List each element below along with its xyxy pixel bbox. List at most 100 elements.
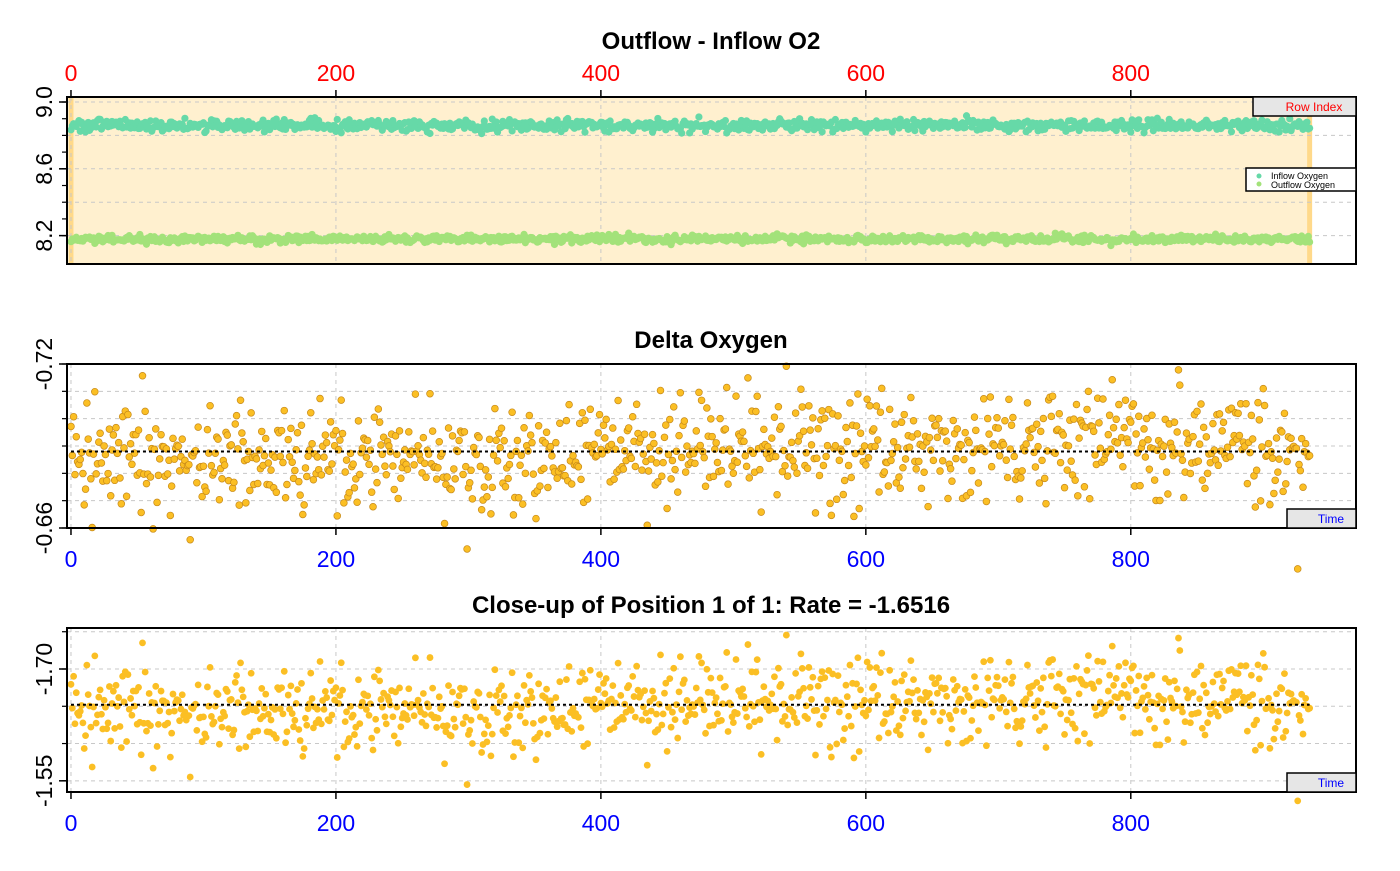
delta-point — [889, 437, 898, 446]
delta-point — [356, 720, 364, 728]
delta-point — [760, 683, 768, 691]
inflow-point — [1250, 117, 1258, 125]
delta-point — [870, 682, 878, 690]
delta-point — [254, 727, 262, 735]
delta-point — [447, 732, 455, 740]
delta-point — [806, 683, 814, 691]
panel1-points — [67, 112, 1314, 250]
delta-point — [629, 673, 637, 680]
delta-point — [609, 682, 617, 690]
panel2-x-tick-label: 0 — [65, 546, 78, 572]
inflow-point — [1275, 128, 1283, 136]
inflow-point — [961, 123, 969, 132]
delta-point — [206, 663, 214, 671]
delta-point — [332, 426, 340, 435]
delta-point — [716, 414, 724, 423]
delta-point — [895, 473, 903, 481]
delta-point — [1259, 649, 1267, 657]
delta-point — [972, 426, 980, 435]
delta-point — [676, 388, 685, 397]
delta-point — [236, 396, 245, 405]
delta-point — [845, 712, 853, 720]
delta-point — [733, 458, 742, 466]
delta-point — [153, 743, 161, 750]
delta-point — [1057, 710, 1064, 718]
delta-point — [435, 437, 444, 446]
delta-point — [1071, 476, 1079, 484]
delta-point — [109, 687, 117, 695]
delta-point — [1018, 717, 1026, 725]
delta-point — [717, 466, 726, 475]
delta-point — [812, 751, 819, 759]
panel3-y-tick-label: -1.70 — [31, 643, 57, 695]
delta-point — [577, 475, 585, 484]
delta-point — [1254, 398, 1262, 407]
delta-point — [223, 431, 232, 439]
panel1-x-tick-label: 600 — [847, 60, 885, 86]
delta-point — [518, 500, 527, 508]
delta-point — [841, 725, 849, 732]
delta-point — [96, 429, 104, 438]
time-label-closeup: Time — [1318, 776, 1345, 790]
delta-point — [891, 678, 899, 686]
delta-point — [233, 672, 240, 679]
delta-point — [633, 662, 641, 670]
delta-point — [1159, 705, 1166, 713]
delta-point — [252, 455, 261, 463]
delta-point — [501, 482, 510, 491]
delta-point — [525, 411, 534, 420]
delta-point — [823, 441, 832, 450]
delta-point — [351, 731, 358, 738]
delta-point — [242, 499, 250, 507]
delta-point — [820, 712, 827, 720]
delta-point — [855, 504, 863, 513]
delta-point — [884, 729, 892, 737]
outflow-point — [142, 240, 151, 248]
delta-point — [827, 511, 836, 520]
delta-point — [660, 433, 669, 442]
legend: Inflow Oxygen Outflow Oxygen — [1245, 167, 1357, 192]
delta-point — [279, 710, 287, 718]
delta-point — [627, 707, 635, 714]
delta-point — [255, 700, 263, 707]
delta-point — [1223, 443, 1232, 452]
delta-point — [186, 773, 194, 781]
delta-point — [141, 668, 149, 676]
delta-point — [653, 710, 660, 718]
delta-point — [1162, 468, 1171, 476]
delta-point — [366, 446, 375, 454]
delta-point — [1197, 662, 1205, 670]
delta-point — [517, 451, 526, 460]
delta-point — [800, 684, 807, 692]
delta-point — [451, 723, 459, 731]
delta-point — [1209, 678, 1217, 686]
delta-point — [287, 682, 295, 690]
delta-point — [1061, 731, 1068, 738]
delta-point — [961, 686, 969, 693]
delta-point — [1047, 672, 1055, 680]
delta-point — [722, 383, 731, 392]
delta-point — [1041, 723, 1049, 731]
delta-point — [1091, 451, 1099, 459]
delta-point — [445, 682, 452, 689]
delta-point — [1144, 691, 1152, 699]
delta-point — [543, 685, 550, 693]
delta-point — [152, 682, 160, 690]
delta-point — [525, 671, 533, 679]
delta-point — [1074, 737, 1082, 745]
delta-point — [1226, 705, 1234, 713]
delta-point — [112, 423, 120, 432]
delta-point — [924, 746, 932, 754]
delta-point — [782, 631, 790, 639]
delta-point — [487, 510, 495, 518]
delta-point — [813, 454, 821, 462]
delta-point — [802, 449, 810, 457]
legend-box — [1245, 167, 1357, 192]
delta-point — [590, 440, 599, 449]
delta-point — [404, 716, 411, 723]
delta-point — [123, 738, 131, 745]
delta-point — [1110, 681, 1117, 689]
delta-point — [798, 403, 806, 411]
delta-point — [942, 437, 951, 445]
delta-point — [680, 417, 689, 425]
